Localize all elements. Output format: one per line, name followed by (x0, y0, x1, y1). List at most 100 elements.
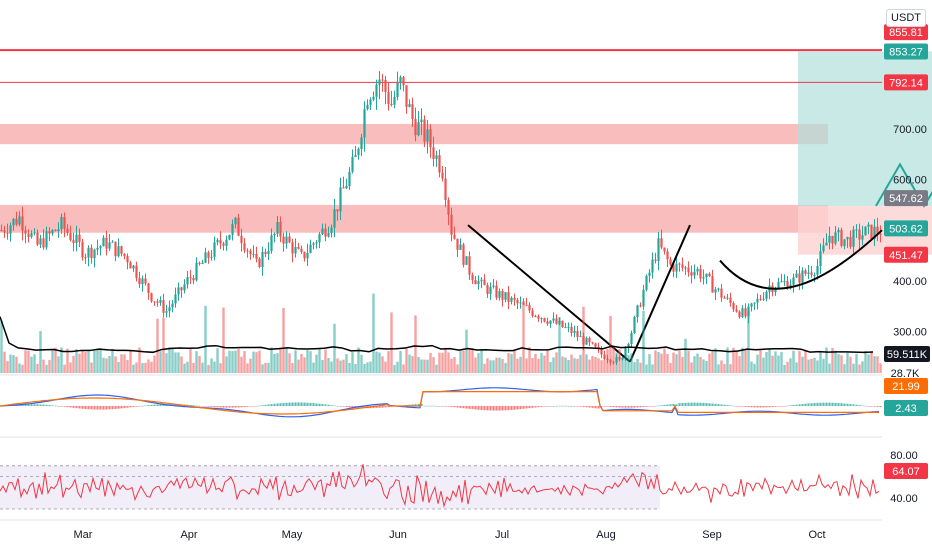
x-tick-label: Aug (596, 529, 616, 541)
macd-histogram-bar (279, 403, 282, 406)
volume-bar (42, 359, 45, 373)
macd-histogram-bar (474, 406, 477, 410)
candle-body (9, 225, 12, 234)
volume-bar (138, 347, 141, 373)
candle-body (699, 268, 702, 279)
volume-bar (561, 356, 564, 373)
macd-histogram-bar (870, 406, 873, 407)
macd-histogram-bar (606, 406, 609, 407)
volume-bar (654, 350, 657, 373)
volume-secondary-label: 28.7K (891, 368, 920, 380)
candle-body (681, 264, 684, 268)
currency-selector[interactable]: USDT (886, 9, 926, 27)
volume-bar (516, 358, 519, 373)
candle-body (423, 119, 426, 142)
candle-body (54, 230, 57, 232)
candle-body (501, 291, 504, 300)
macd-histogram-bar (816, 402, 819, 406)
macd-histogram-bar (174, 404, 177, 406)
candle-body (831, 235, 834, 244)
candle-body (576, 331, 579, 338)
volume-bar (108, 355, 111, 373)
macd-histogram-bar (114, 406, 117, 409)
volume-bar (765, 351, 768, 373)
volume-bar (297, 359, 300, 373)
volume-bar (195, 351, 198, 373)
volume-bar (132, 364, 135, 373)
macd-histogram-bar (141, 405, 144, 407)
volume-bar (249, 358, 252, 373)
macd-histogram-bar (849, 404, 852, 406)
x-tick-label: Jul (495, 529, 509, 541)
volume-bar (99, 348, 102, 373)
volume-bar (819, 351, 822, 373)
volume-bar (9, 354, 12, 373)
macd-histogram-bar (414, 404, 417, 406)
macd-histogram-bar (294, 402, 297, 406)
candle-body (756, 298, 759, 303)
macd-histogram-bar (435, 405, 438, 407)
candle-body (663, 247, 666, 252)
macd-histogram-bar (768, 406, 771, 408)
macd-histogram-bar (549, 406, 552, 407)
x-tick-label: Mar (74, 529, 93, 541)
candle-body (585, 338, 588, 345)
macd-histogram-bar (306, 402, 309, 406)
candle-body (273, 233, 276, 236)
candle-body (441, 172, 444, 179)
candle-body (378, 79, 381, 85)
macd-histogram-bar (561, 405, 564, 407)
macd-histogram-bar (675, 404, 678, 406)
volume-bar (282, 307, 285, 373)
volume-bar (306, 350, 309, 373)
macd-histogram-bar (660, 405, 663, 406)
macd-histogram-bar (696, 402, 699, 406)
macd-histogram-bar (297, 402, 300, 406)
candle-body (300, 248, 303, 252)
candle-body (93, 249, 96, 259)
macd-histogram-bar (864, 405, 867, 407)
candle-body (549, 320, 552, 324)
volume-bar (312, 362, 315, 373)
macd-histogram-bar (39, 404, 42, 406)
candle-body (834, 232, 837, 244)
macd-histogram-bar (348, 406, 351, 408)
volume-bar (687, 350, 690, 373)
candle-body (714, 289, 717, 293)
volume-bar (672, 352, 675, 373)
candle-body (66, 228, 69, 233)
macd-histogram-bar (528, 406, 531, 409)
volume-bar (150, 361, 153, 373)
candle-body (282, 236, 285, 244)
volume-bar (309, 351, 312, 373)
volume-bar (558, 317, 561, 373)
volume-bar (693, 356, 696, 373)
macd-histogram-bar (387, 406, 390, 408)
candle-body (732, 303, 735, 310)
macd-histogram-bar (99, 406, 102, 410)
candle-body (330, 227, 333, 233)
y-tick-label: 700.00 (893, 124, 927, 136)
macd-histogram-bar (492, 406, 495, 411)
candle-body (744, 308, 747, 317)
volume-bar (168, 347, 171, 373)
volume-bar (711, 350, 714, 373)
macd-histogram-bar (42, 404, 45, 406)
candle-body (843, 239, 846, 246)
volume-bar (294, 350, 297, 373)
macd-histogram-bar (717, 404, 720, 406)
candle-body (312, 243, 315, 245)
volume-bar (201, 362, 204, 373)
macd-histogram-bar (588, 406, 591, 408)
candle-body (600, 348, 603, 355)
rsi-y-tick-label: 40.00 (890, 493, 918, 505)
candle-body (216, 239, 219, 243)
candle-body (738, 311, 741, 317)
price-badge-792-bg (884, 74, 928, 91)
macd-histogram-bar (558, 405, 561, 407)
volume-bar (546, 350, 549, 373)
macd-histogram-bar (120, 406, 123, 409)
macd-histogram-bar (147, 405, 150, 406)
volume-bar (732, 347, 735, 373)
